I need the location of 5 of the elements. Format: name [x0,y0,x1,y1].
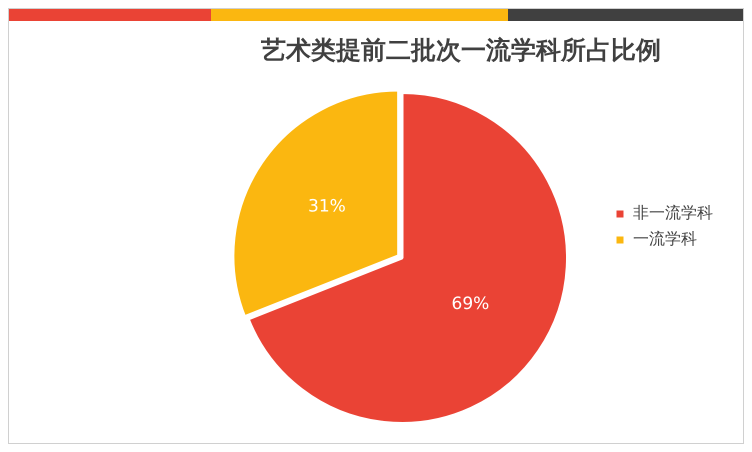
legend-label: 一流学科 [633,229,697,248]
data-label: 69% [452,294,490,314]
data-label: 31% [308,196,346,216]
chart-title: 艺术类提前二批次一流学科所占比例 [260,36,661,64]
legend-label: 非一流学科 [633,203,713,222]
